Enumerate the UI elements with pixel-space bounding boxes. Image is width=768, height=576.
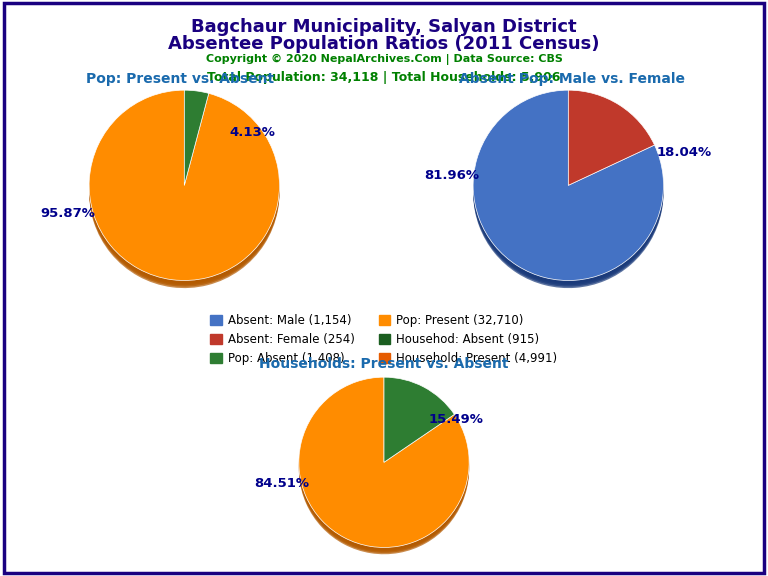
Wedge shape [89,90,280,281]
Wedge shape [384,381,455,467]
Text: 15.49%: 15.49% [429,413,484,426]
Wedge shape [184,93,209,189]
Wedge shape [89,96,280,287]
Wedge shape [568,98,654,193]
Wedge shape [299,381,469,552]
Wedge shape [568,93,654,189]
Wedge shape [299,379,469,549]
Text: Absent Pop: Male vs. Female: Absent Pop: Male vs. Female [459,72,685,86]
Text: 81.96%: 81.96% [425,169,480,183]
Text: 18.04%: 18.04% [657,146,712,158]
Wedge shape [184,90,209,185]
Wedge shape [384,380,455,465]
Wedge shape [384,382,455,468]
Wedge shape [384,379,455,464]
Wedge shape [473,96,664,287]
Text: Bagchaur Municipality, Salyan District: Bagchaur Municipality, Salyan District [191,18,577,36]
Text: Households: Present vs. Absent: Households: Present vs. Absent [260,357,508,371]
Wedge shape [473,98,664,288]
Wedge shape [473,90,664,281]
Wedge shape [299,382,469,553]
Text: Pop: Present vs. Absent: Pop: Present vs. Absent [87,72,274,86]
Wedge shape [384,384,455,469]
Wedge shape [568,96,654,191]
Wedge shape [568,92,654,187]
Wedge shape [89,98,280,288]
Wedge shape [384,377,455,463]
Wedge shape [473,92,664,282]
Text: Absentee Population Ratios (2011 Census): Absentee Population Ratios (2011 Census) [168,35,600,52]
Text: 84.51%: 84.51% [254,477,310,490]
Wedge shape [184,96,209,191]
Wedge shape [184,92,209,187]
Wedge shape [184,98,209,193]
Wedge shape [89,95,280,285]
Wedge shape [568,90,654,185]
Text: Copyright © 2020 NepalArchives.Com | Data Source: CBS: Copyright © 2020 NepalArchives.Com | Dat… [206,54,562,65]
Text: 95.87%: 95.87% [41,207,96,221]
Wedge shape [299,380,469,551]
Wedge shape [89,93,280,284]
Wedge shape [89,92,280,282]
Wedge shape [473,95,664,285]
Wedge shape [473,93,664,284]
Wedge shape [568,95,654,190]
Wedge shape [299,377,469,547]
Wedge shape [299,384,469,554]
Text: 4.13%: 4.13% [230,127,276,139]
Legend: Absent: Male (1,154), Absent: Female (254), Pop: Absent (1,408), Pop: Present (3: Absent: Male (1,154), Absent: Female (25… [208,312,560,367]
Wedge shape [184,95,209,190]
Text: Total Population: 34,118 | Total Households: 5,906: Total Population: 34,118 | Total Househo… [207,71,561,85]
